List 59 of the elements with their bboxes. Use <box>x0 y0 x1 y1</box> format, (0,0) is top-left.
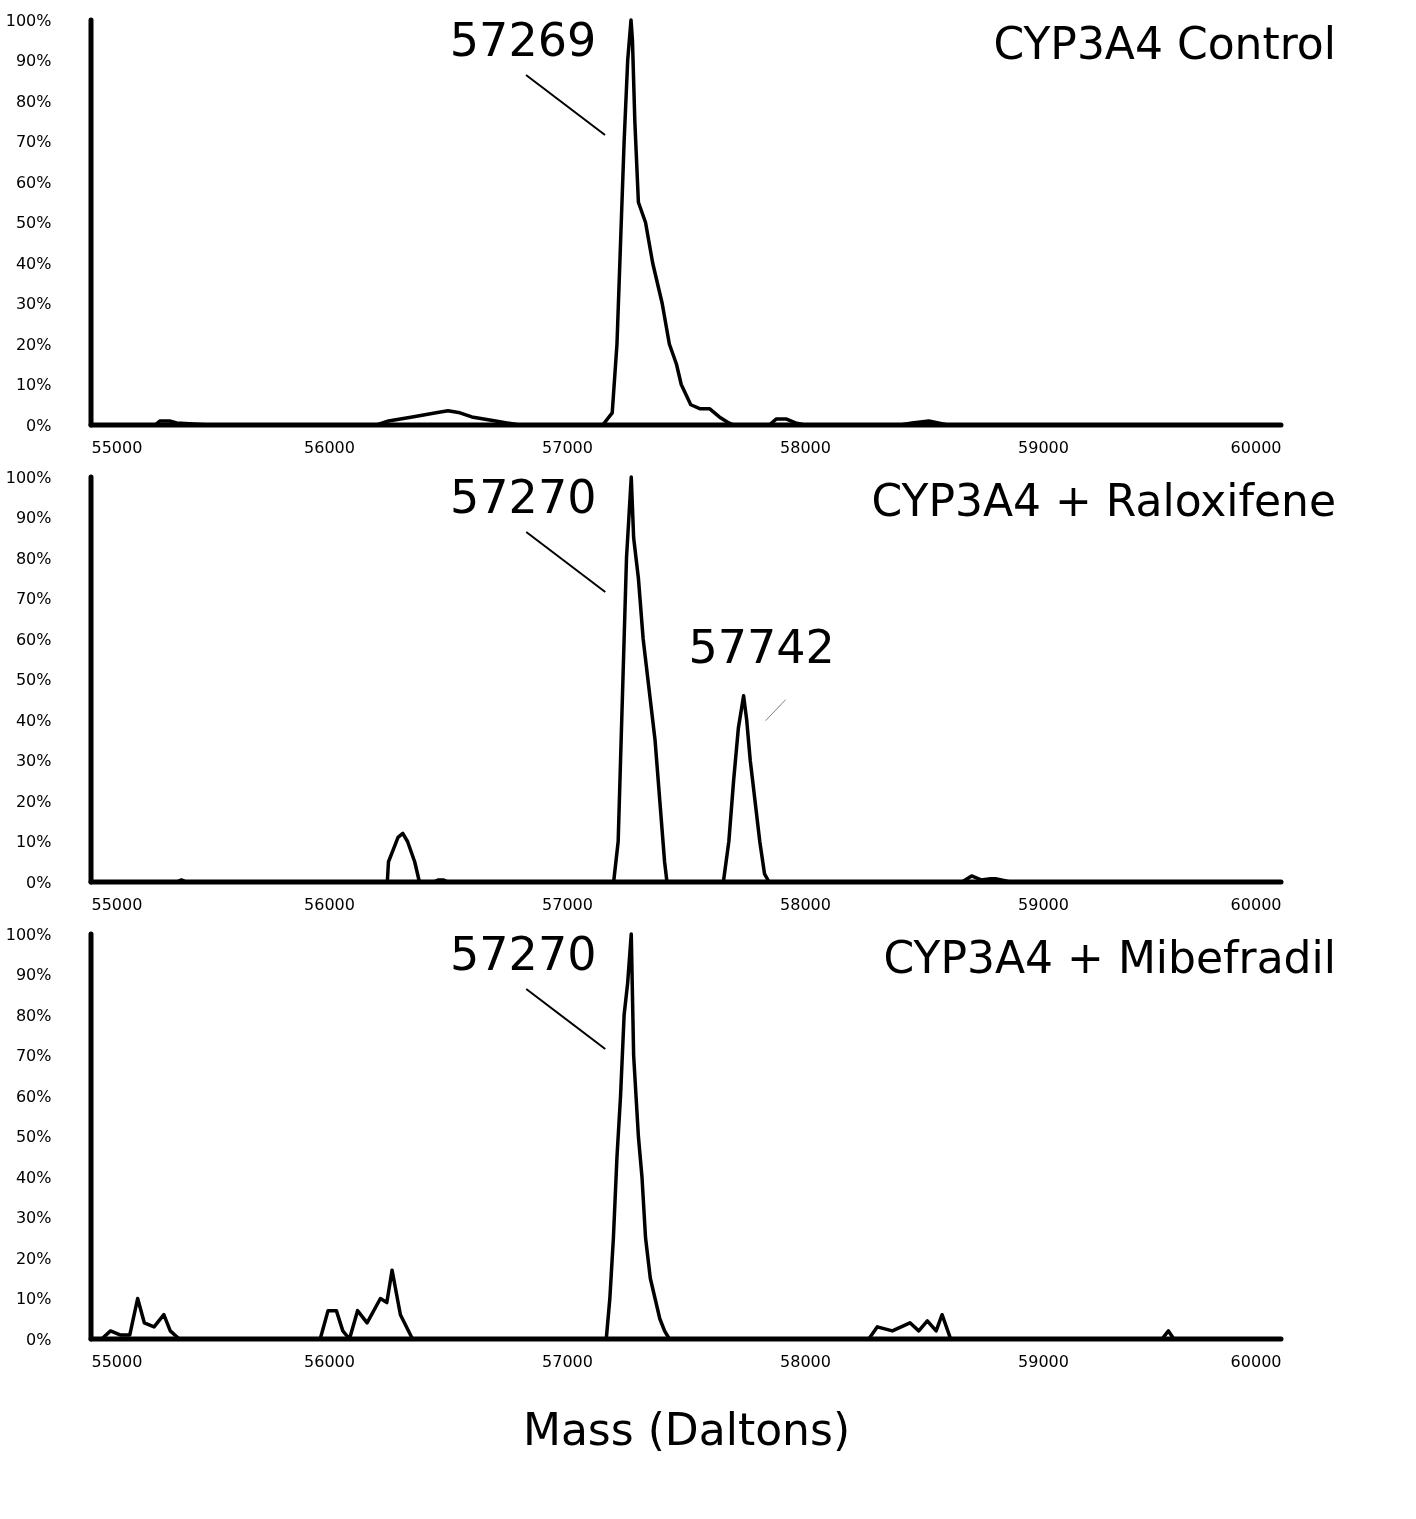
y-tick-label: 70% <box>15 132 52 151</box>
y-tick-label: 90% <box>15 965 52 984</box>
y-tick-label: 0% <box>26 872 52 892</box>
y-tick-label: 60% <box>15 629 52 649</box>
x-tick-label: 58000 <box>780 894 831 914</box>
y-tick-label: 80% <box>15 91 52 111</box>
y-tick-label: 70% <box>15 1046 52 1065</box>
y-tick-label: 10% <box>15 832 52 851</box>
y-tick-label: 30% <box>15 294 52 313</box>
x-tick-label: 59000 <box>1018 437 1069 457</box>
annotation: 57270 <box>450 470 597 524</box>
x-tick-label: 60000 <box>1230 894 1282 914</box>
x-tick-label: 57000 <box>542 894 593 914</box>
x-tick-label: 57000 <box>542 1351 593 1371</box>
chart-title: CYP3A4 + Mibefradil <box>883 932 1336 983</box>
y-tick-label: 10% <box>15 375 52 394</box>
annotation: 57742 <box>688 619 835 674</box>
y-tick-label: 70% <box>15 589 52 608</box>
y-tick-label: 40% <box>15 253 52 273</box>
y-tick-label: 20% <box>15 1248 52 1268</box>
y-tick-label: 0% <box>26 415 52 435</box>
y-tick-label: 40% <box>15 710 52 730</box>
x-tick-label: 55000 <box>91 894 143 914</box>
annotation: 57269 <box>449 13 597 67</box>
x-tick-label: 59000 <box>1018 894 1069 914</box>
y-tick-label: 20% <box>15 791 52 811</box>
x-tick-label: 60000 <box>1230 437 1282 457</box>
y-tick-label: 0% <box>26 1329 52 1349</box>
x-tick-label: 56000 <box>304 1351 355 1371</box>
y-tick-label: 100% <box>5 467 52 487</box>
chart-title: CYP3A4 Control <box>993 18 1336 69</box>
x-axis-title: Mass (Daltons) <box>522 1403 851 1455</box>
x-tick-label: 58000 <box>780 437 831 457</box>
x-tick-label: 56000 <box>304 437 355 457</box>
x-tick-label: 58000 <box>780 1351 831 1371</box>
y-tick-label: 90% <box>15 51 52 70</box>
y-tick-label: 80% <box>15 548 52 568</box>
y-tick-label: 30% <box>15 751 52 770</box>
y-tick-label: 30% <box>15 1208 52 1227</box>
y-tick-label: 50% <box>15 213 52 232</box>
y-tick-label: 100% <box>5 924 52 944</box>
x-tick-label: 56000 <box>304 894 355 914</box>
y-tick-label: 50% <box>15 1127 52 1146</box>
y-tick-label: 40% <box>15 1167 52 1187</box>
y-tick-label: 90% <box>15 508 52 527</box>
y-tick-label: 100% <box>5 10 52 30</box>
x-tick-label: 55000 <box>91 1351 143 1371</box>
x-tick-label: 55000 <box>91 437 143 457</box>
annotation: 57270 <box>450 927 597 981</box>
x-tick-label: 57000 <box>542 437 593 457</box>
y-tick-label: 20% <box>15 334 52 354</box>
y-tick-label: 10% <box>15 1289 52 1308</box>
y-tick-label: 60% <box>15 1086 52 1106</box>
y-tick-label: 60% <box>15 172 52 192</box>
chart-title: CYP3A4 + Raloxifene <box>871 475 1336 526</box>
x-tick-label: 60000 <box>1230 1351 1282 1371</box>
x-tick-label: 59000 <box>1018 1351 1069 1371</box>
y-tick-label: 50% <box>15 670 52 689</box>
y-tick-label: 80% <box>15 1005 52 1025</box>
